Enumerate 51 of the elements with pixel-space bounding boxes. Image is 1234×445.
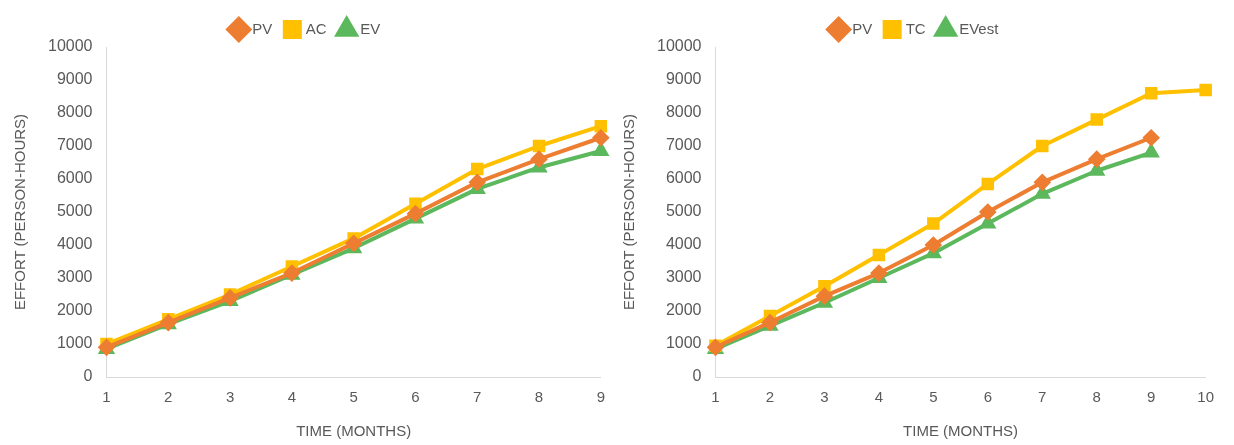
x-tick-label: 6 <box>983 388 992 406</box>
x-tick-label: 1 <box>711 388 720 406</box>
y-tick-label: 0 <box>692 367 702 385</box>
legend-label: PV <box>252 19 273 37</box>
x-tick-label: 8 <box>534 388 544 406</box>
y-tick-label: 10000 <box>656 37 702 55</box>
y-tick-label: 4000 <box>665 235 702 253</box>
legend-label: EV <box>360 19 381 37</box>
x-tick-label: 8 <box>1092 388 1101 406</box>
y-tick-label: 5000 <box>56 202 93 220</box>
y-tick-label: 3000 <box>665 268 702 286</box>
y-tick-label: 9000 <box>56 70 93 88</box>
y-tick-label: 7000 <box>56 136 93 154</box>
y-tick-label: 6000 <box>56 169 93 187</box>
x-tick-label: 5 <box>929 388 938 406</box>
x-tick-label: 4 <box>874 388 884 406</box>
x-tick-label: 9 <box>1147 388 1156 406</box>
y-tick-label: 1000 <box>56 334 93 352</box>
x-tick-label: 4 <box>287 388 297 406</box>
legend-label: TC <box>905 19 926 37</box>
x-tick-label: 6 <box>411 388 420 406</box>
y-tick-label: 2000 <box>665 301 702 319</box>
y-tick-label: 9000 <box>665 70 702 88</box>
y-tick-label: 7000 <box>665 136 702 154</box>
legend-label: PV <box>852 19 873 37</box>
y-tick-label: 10000 <box>47 37 93 55</box>
x-tick-label: 9 <box>596 388 605 406</box>
y-axis-title: EFFORT (PERSON-HOURS) <box>11 113 29 311</box>
x-tick-label: 3 <box>225 388 235 406</box>
x-tick-label: 3 <box>820 388 829 406</box>
y-tick-label: 8000 <box>56 103 93 121</box>
x-tick-label: 1 <box>102 388 111 406</box>
x-axis-title: TIME (MONTHS) <box>903 422 1019 440</box>
x-tick-label: 2 <box>164 388 173 406</box>
y-tick-label: 5000 <box>665 202 702 220</box>
y-tick-label: 3000 <box>56 268 93 286</box>
y-tick-label: 0 <box>83 367 93 385</box>
x-axis-title: TIME (MONTHS) <box>296 422 412 440</box>
x-tick-label: 10 <box>1197 388 1214 406</box>
x-tick-label: 7 <box>1038 388 1047 406</box>
y-tick-label: 6000 <box>665 169 702 187</box>
y-tick-label: 8000 <box>665 103 702 121</box>
y-tick-label: 4000 <box>56 235 93 253</box>
x-tick-label: 5 <box>349 388 358 406</box>
y-tick-label: 2000 <box>56 301 93 319</box>
y-axis-title: EFFORT (PERSON-HOURS) <box>620 113 638 311</box>
y-tick-label: 1000 <box>665 334 702 352</box>
x-tick-label: 7 <box>473 388 482 406</box>
x-tick-label: 2 <box>765 388 775 406</box>
legend-label: AC <box>305 19 327 37</box>
legend-label: EVest <box>959 19 1000 37</box>
